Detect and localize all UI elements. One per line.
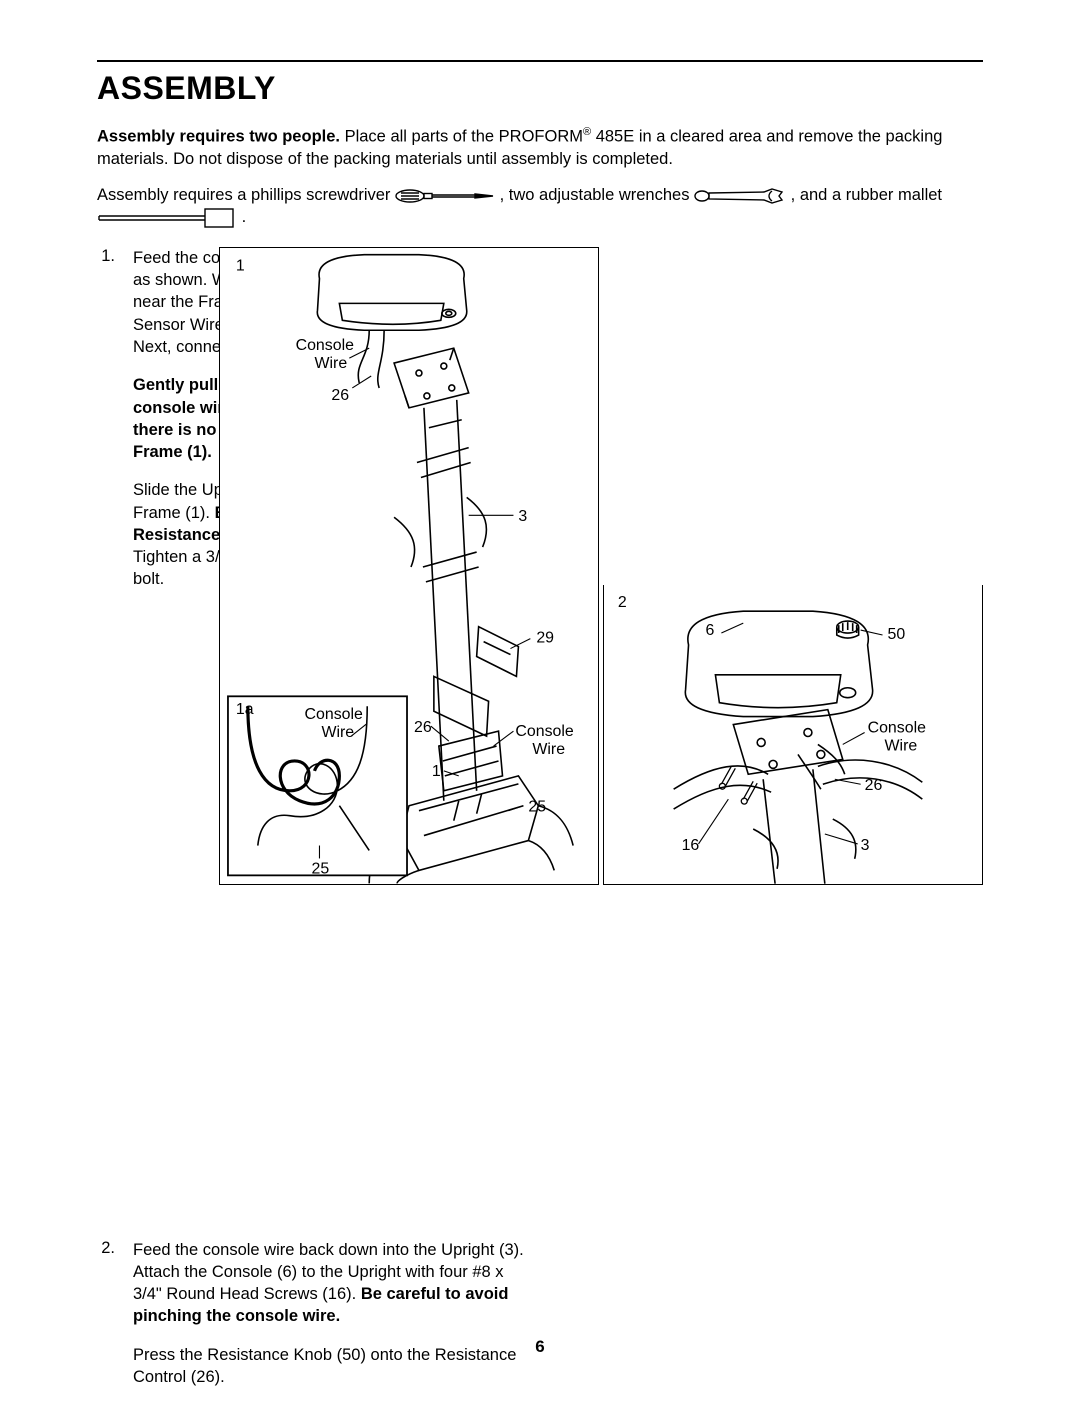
d2-50: 50 [888, 626, 906, 643]
diagram-1-label: 1 [235, 258, 244, 275]
d1-25: 25 [528, 799, 546, 816]
d2-6: 6 [705, 622, 714, 639]
intro-bold: Assembly requires two people. [97, 128, 340, 146]
step-2-number: 2. [97, 1239, 115, 1404]
d2-cw-b: Wire [885, 737, 918, 754]
step-2: 2. Feed the console wire back down into … [97, 1239, 527, 1404]
d1-cw-r-a: Console [515, 723, 574, 740]
tools-text-d: . [242, 208, 247, 226]
step-2-p1: Feed the console wire back down into the… [133, 1239, 527, 1328]
d1-console-wire-a: Console [295, 337, 354, 354]
d1-3: 3 [518, 508, 527, 525]
d1-29: 29 [536, 630, 554, 647]
page-title: ASSEMBLY [97, 70, 983, 107]
d2-cw-a: Console [868, 719, 927, 736]
d1-26-top: 26 [331, 387, 349, 404]
screwdriver-icon [395, 187, 495, 205]
d1a-console-wire-b: Wire [321, 724, 354, 741]
d1a-console-wire-a: Console [304, 706, 363, 723]
top-rule [97, 60, 983, 62]
registered-mark: ® [583, 126, 591, 138]
d1-cw-r-b: Wire [532, 741, 565, 758]
page-number: 6 [0, 1337, 1080, 1357]
step-1-number: 1. [97, 247, 115, 607]
intro-paragraph: Assembly requires two people. Place all … [97, 125, 983, 170]
d2-26: 26 [865, 777, 883, 794]
diagrams-column: 1a Console Wire 25 1 Console Wire 26 3 2… [219, 247, 983, 890]
diagram-2: 2 6 50 Console Wire 26 16 3 [603, 585, 983, 885]
tools-text-a: Assembly requires a phillips screwdriver [97, 186, 395, 204]
tools-paragraph: Assembly requires a phillips screwdriver… [97, 184, 983, 229]
diagram-1: 1a Console Wire 25 1 Console Wire 26 3 2… [219, 247, 599, 885]
tools-text-b: , two adjustable wrenches [500, 186, 694, 204]
d1-1: 1 [431, 763, 440, 780]
d1-26-mid: 26 [414, 719, 432, 736]
diagram-2-label: 2 [618, 594, 627, 611]
d1a-25: 25 [311, 860, 329, 877]
d2-3: 3 [861, 837, 870, 854]
d2-16: 16 [682, 837, 700, 854]
mallet-icon [97, 207, 237, 229]
d1-console-wire-b: Wire [314, 355, 347, 372]
diagram-1a-label: 1a [235, 701, 253, 718]
wrench-icon [694, 186, 786, 206]
intro-text-a: Place all parts of the PROFORM [340, 128, 583, 146]
tools-text-c: , and a rubber mallet [791, 186, 942, 204]
